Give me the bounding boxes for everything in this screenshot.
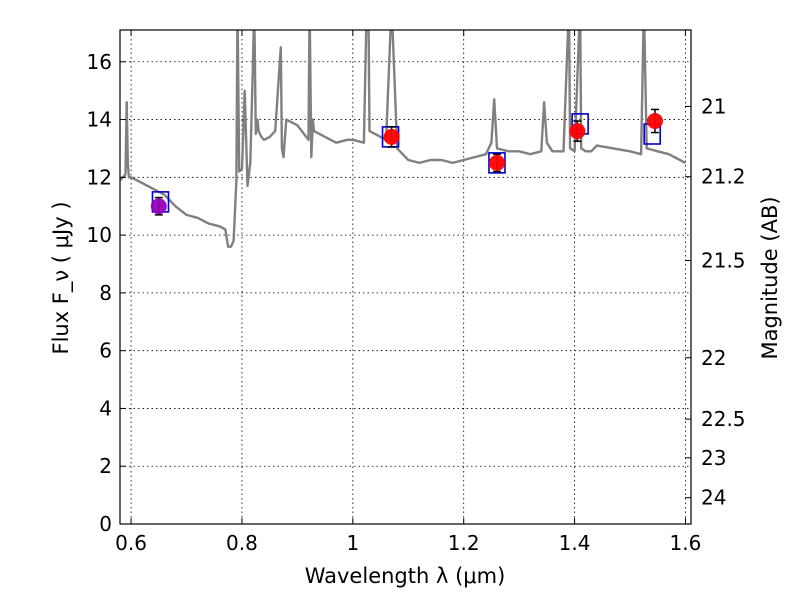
model-spectrum-line [120, 30, 687, 248]
photometry-layer [150, 108, 663, 216]
x-tick-label: 0.8 [226, 531, 258, 555]
x-tick-label: 0.6 [115, 531, 147, 555]
observed-point [383, 128, 400, 145]
y-axis-label: Flux F_ν ( μJy ) [49, 201, 74, 354]
mag-tick-label: 23 [701, 446, 726, 470]
right-axis-label: Magnitude (AB) [758, 196, 782, 359]
mag-tick-label: 24 [701, 486, 726, 510]
observed-point [488, 154, 505, 171]
tick-labels: 0.6 0.8 1 1.2 1.4 1.602468101214162121.221.52… [87, 50, 746, 555]
x-tick-label: 1.4 [559, 531, 591, 555]
y-tick-label: 16 [87, 50, 112, 74]
y-tick-label: 2 [99, 454, 112, 478]
y-tick-label: 14 [87, 108, 112, 132]
mag-tick-label: 22.5 [701, 407, 746, 431]
axis-ticks [120, 30, 691, 525]
x-tick-label: 1.6 [670, 531, 702, 555]
mag-tick-label: 21.5 [701, 249, 746, 273]
y-tick-label: 4 [99, 396, 112, 420]
x-tick-label: 1.2 [448, 531, 480, 555]
observed-point [569, 123, 586, 140]
mag-tick-label: 21.2 [701, 165, 746, 189]
mag-tick-label: 22 [701, 346, 726, 370]
y-tick-label: 10 [87, 223, 112, 247]
x-axis-label: Wavelength λ (μm) [305, 564, 506, 588]
observed-point [150, 198, 167, 215]
y-tick-label: 8 [99, 281, 112, 305]
plot-frame [119, 29, 692, 525]
model-spectrum-layer [120, 30, 687, 248]
y-tick-label: 6 [99, 339, 112, 363]
observed-point [646, 113, 663, 129]
grid-lines [120, 30, 691, 524]
y-tick-label: 12 [87, 165, 112, 189]
y-tick-label: 0 [99, 512, 112, 536]
x-tick-label: 1 [346, 531, 359, 555]
mag-tick-label: 21 [701, 94, 726, 118]
